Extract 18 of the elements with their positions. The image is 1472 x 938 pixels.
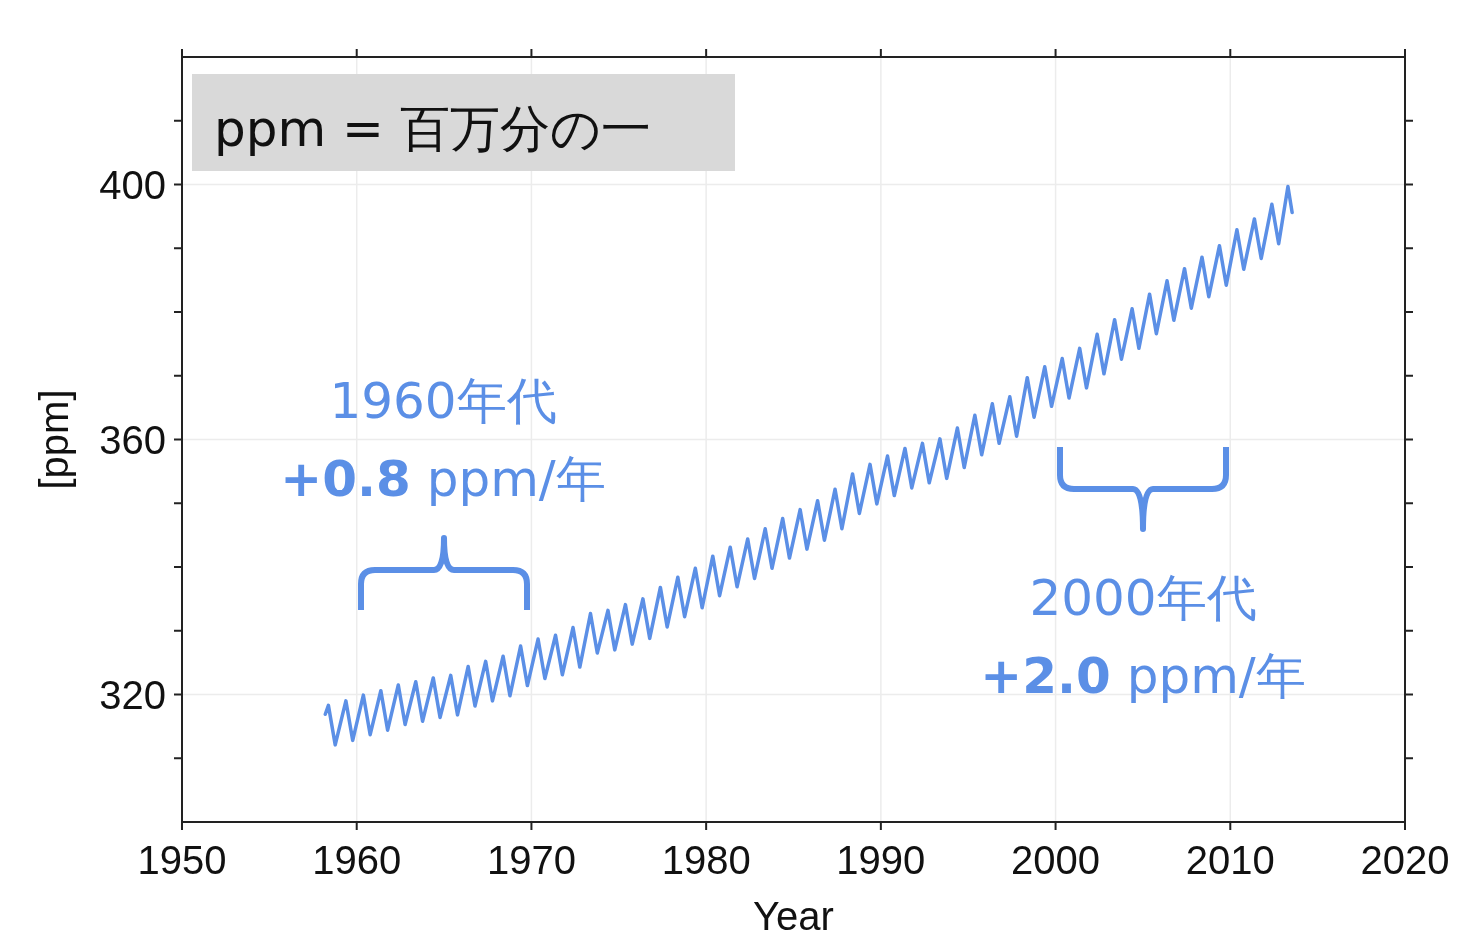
- annotation: +0.8 ppm/年: [280, 450, 606, 508]
- y-tick-label: 360: [99, 417, 166, 462]
- annotation: 1960年代: [329, 372, 557, 430]
- x-tick-label: 1950: [137, 838, 227, 882]
- annotation: +2.0 ppm/年: [980, 647, 1306, 705]
- x-tick-label: 2010: [1185, 838, 1275, 882]
- y-tick-label: 320: [99, 672, 166, 717]
- x-tick-label: 2000: [1011, 838, 1101, 882]
- annotation: ppm = 百万分の一: [214, 100, 651, 158]
- x-tick-label: 1960: [312, 838, 402, 882]
- x-axis-title: Year: [753, 894, 834, 938]
- x-tick-label: 2020: [1360, 838, 1450, 882]
- y-axis-title: [ppm]: [32, 389, 76, 490]
- x-tick-label: 1990: [836, 838, 926, 882]
- x-tick-label: 1980: [661, 838, 751, 882]
- annotation: 2000年代: [1029, 569, 1257, 627]
- y-tick-label: 400: [99, 162, 166, 207]
- x-tick-label: 1970: [486, 838, 576, 882]
